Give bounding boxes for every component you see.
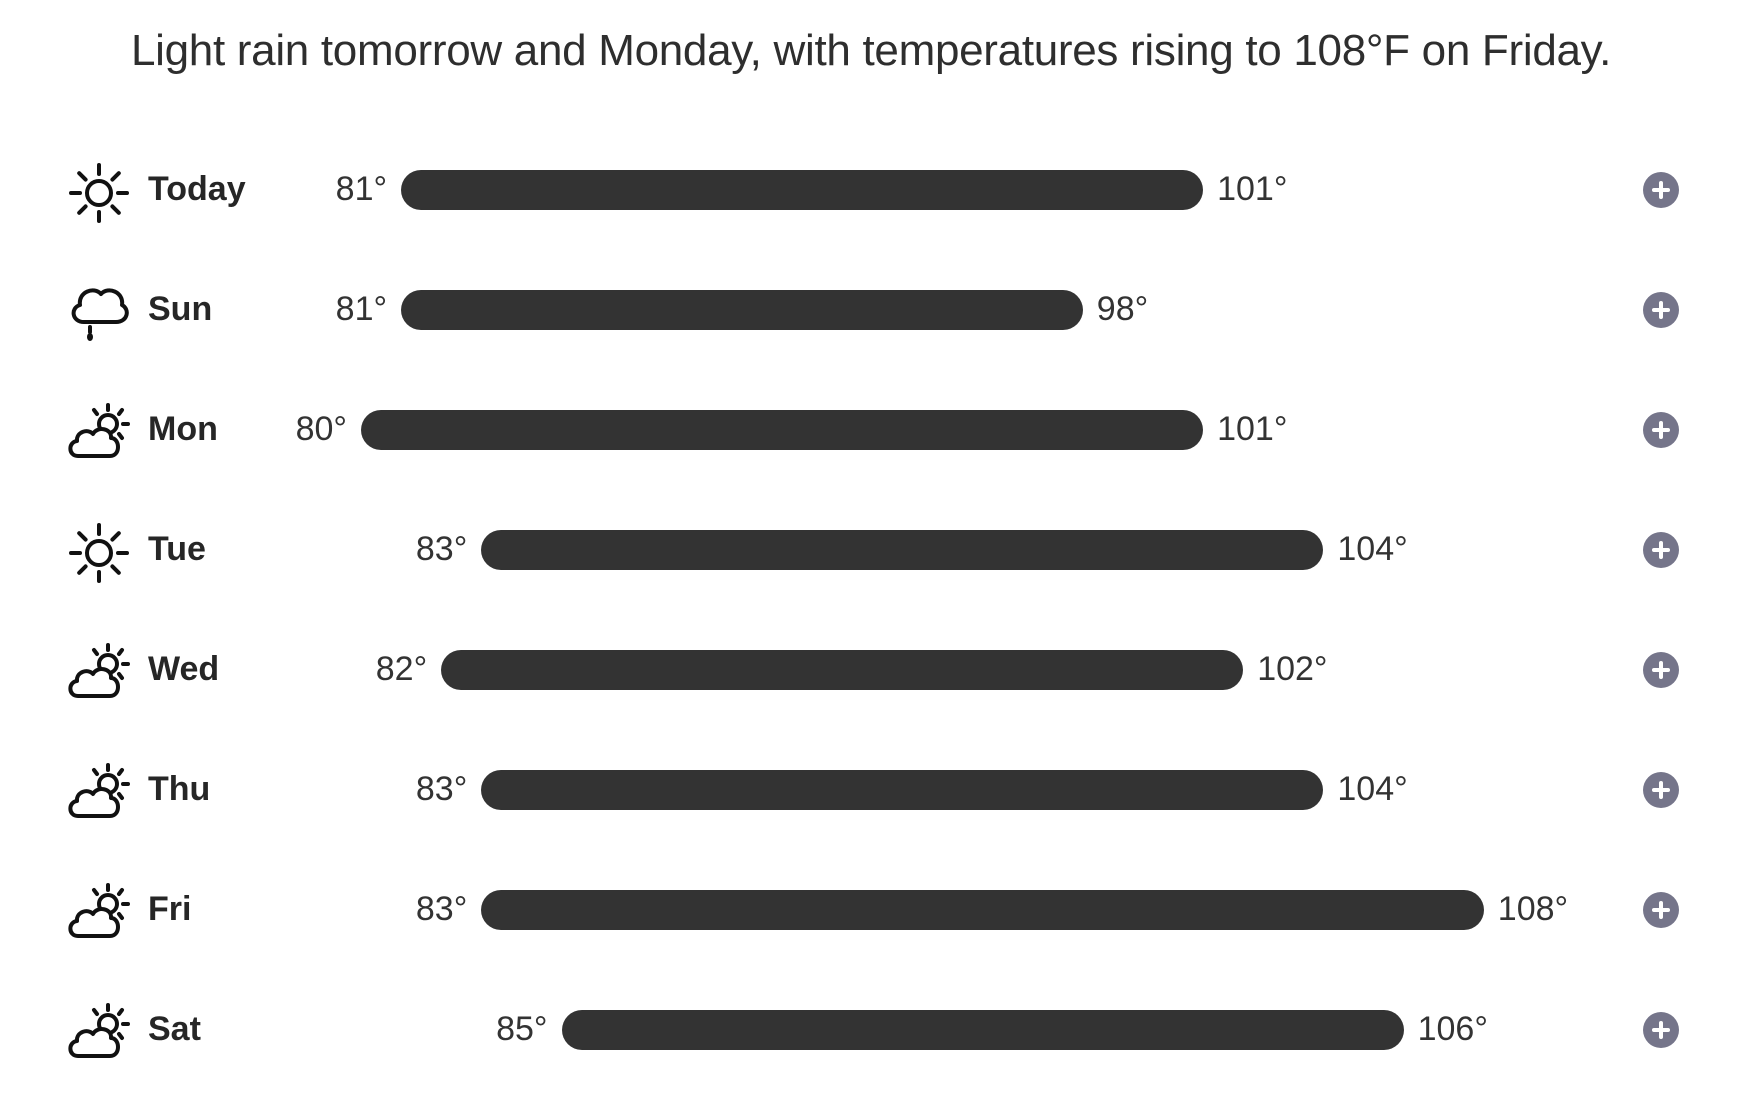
partly-cloudy-icon [66,640,132,706]
day-label: Thu [148,770,211,808]
high-temp: 104° [1337,770,1408,808]
day-label: Tue [148,530,206,568]
low-temp: 80° [295,410,347,448]
temperature-range-bar [361,410,1204,450]
temperature-range-bar [481,770,1324,810]
forecast-row-fri[interactable]: Fri 83° 108° [0,850,1742,970]
day-label: Sun [148,290,213,328]
low-temp: 82° [375,650,428,688]
day-label: Sat [148,1010,201,1048]
partly-cloudy-icon [66,1000,132,1066]
high-temp: 101° [1217,170,1288,208]
day-label: Wed [148,650,220,688]
partly-cloudy-icon [66,880,132,946]
forecast-row-tue[interactable]: Tue 83° 104° [0,490,1742,610]
forecast-row-mon[interactable]: Mon 80° 101° [0,370,1742,490]
expand-day-button[interactable] [1643,532,1679,568]
expand-day-button[interactable] [1643,292,1679,328]
low-temp: 83° [415,770,468,808]
expand-day-button[interactable] [1643,412,1679,448]
temperature-range-bar [401,290,1083,330]
low-temp: 81° [335,290,388,328]
expand-day-button[interactable] [1643,1012,1679,1048]
forecast-row-sun[interactable]: Sun 81° 98° [0,250,1742,370]
day-label: Fri [148,890,192,928]
partly-cloudy-icon [66,760,132,826]
sun-icon [66,160,132,226]
high-temp: 104° [1337,530,1408,568]
sun-icon [66,520,132,586]
high-temp: 108° [1497,890,1569,928]
partly-cloudy-icon [66,400,132,466]
forecast-row-thu[interactable]: Thu 83° 104° [0,730,1742,850]
low-temp: 83° [415,890,468,928]
low-temp: 85° [496,1010,548,1048]
high-temp: 98° [1096,290,1149,328]
temperature-range-bar [441,650,1244,690]
rain-cloud-icon [66,280,132,346]
temperature-range-bar [481,890,1484,930]
expand-day-button[interactable] [1643,772,1679,808]
low-temp: 83° [415,530,468,568]
expand-day-button[interactable] [1643,652,1679,688]
day-label: Mon [148,410,218,448]
forecast-row-sat[interactable]: Sat 85° 106° [0,970,1742,1090]
forecast-row-wed[interactable]: Wed 82° 102° [0,610,1742,730]
temperature-range-bar [481,530,1324,570]
forecast-summary: Light rain tomorrow and Monday, with tem… [130,26,1612,75]
low-temp: 81° [335,170,388,208]
high-temp: 106° [1417,1010,1488,1048]
day-label: Today [148,170,246,208]
high-temp: 101° [1217,410,1288,448]
high-temp: 102° [1257,650,1328,688]
temperature-range-bar [401,170,1204,210]
temperature-range-bar [561,1010,1404,1050]
forecast-row-today[interactable]: Today 81° 101° [0,130,1742,250]
expand-day-button[interactable] [1643,892,1679,928]
expand-day-button[interactable] [1643,172,1679,208]
